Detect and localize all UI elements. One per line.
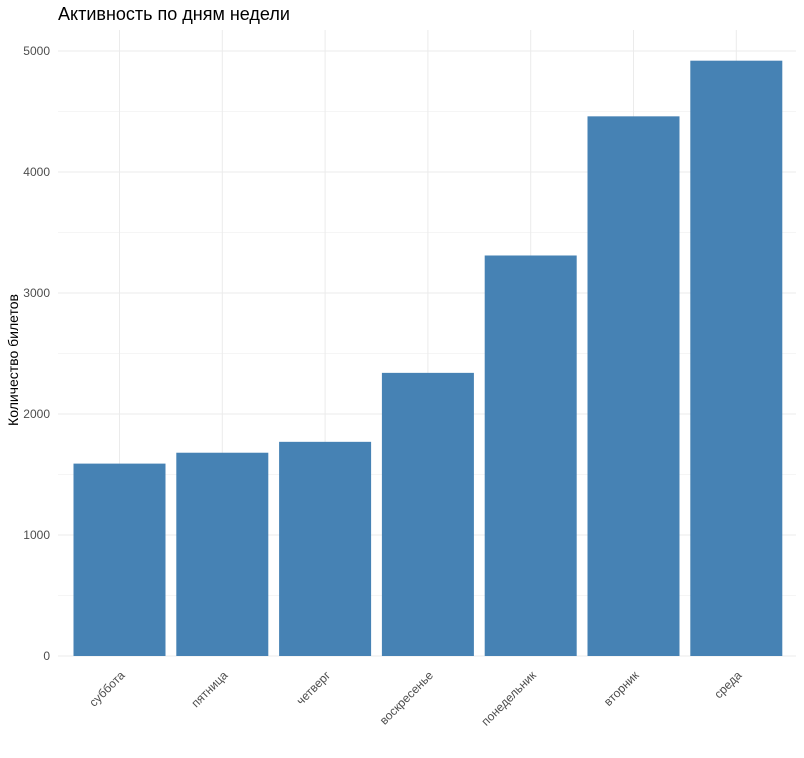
bar-0	[73, 463, 166, 656]
y-axis-ticks: 0 1000 2000 3000 4000 5000	[23, 44, 50, 663]
chart-title: Активность по дням недели	[58, 4, 290, 24]
x-tick-label: пятница	[188, 668, 230, 710]
x-tick-label: воскресенье	[377, 668, 436, 727]
bar-4	[484, 255, 577, 657]
y-tick-label: 4000	[23, 165, 50, 179]
x-tick-label: среда	[711, 668, 744, 701]
x-tick-label: четверг	[294, 668, 334, 708]
x-tick-label: понедельник	[478, 668, 539, 729]
y-tick-label: 1000	[23, 528, 50, 542]
x-tick-label: суббота	[86, 668, 127, 709]
bar-1	[176, 452, 269, 656]
bars-layer	[73, 60, 783, 657]
x-tick-label: вторник	[601, 668, 642, 709]
y-tick-label: 0	[43, 649, 50, 663]
y-tick-label: 2000	[23, 407, 50, 421]
y-tick-label: 3000	[23, 286, 50, 300]
y-tick-label: 5000	[23, 44, 50, 58]
bar-2	[279, 441, 372, 656]
bar-5	[587, 116, 680, 657]
y-axis-label: Количество билетов	[5, 294, 21, 426]
bar-6	[690, 60, 783, 657]
x-axis-ticks: суббота пятница четверг воскресенье понедель…	[86, 668, 744, 729]
bar-3	[381, 372, 474, 656]
